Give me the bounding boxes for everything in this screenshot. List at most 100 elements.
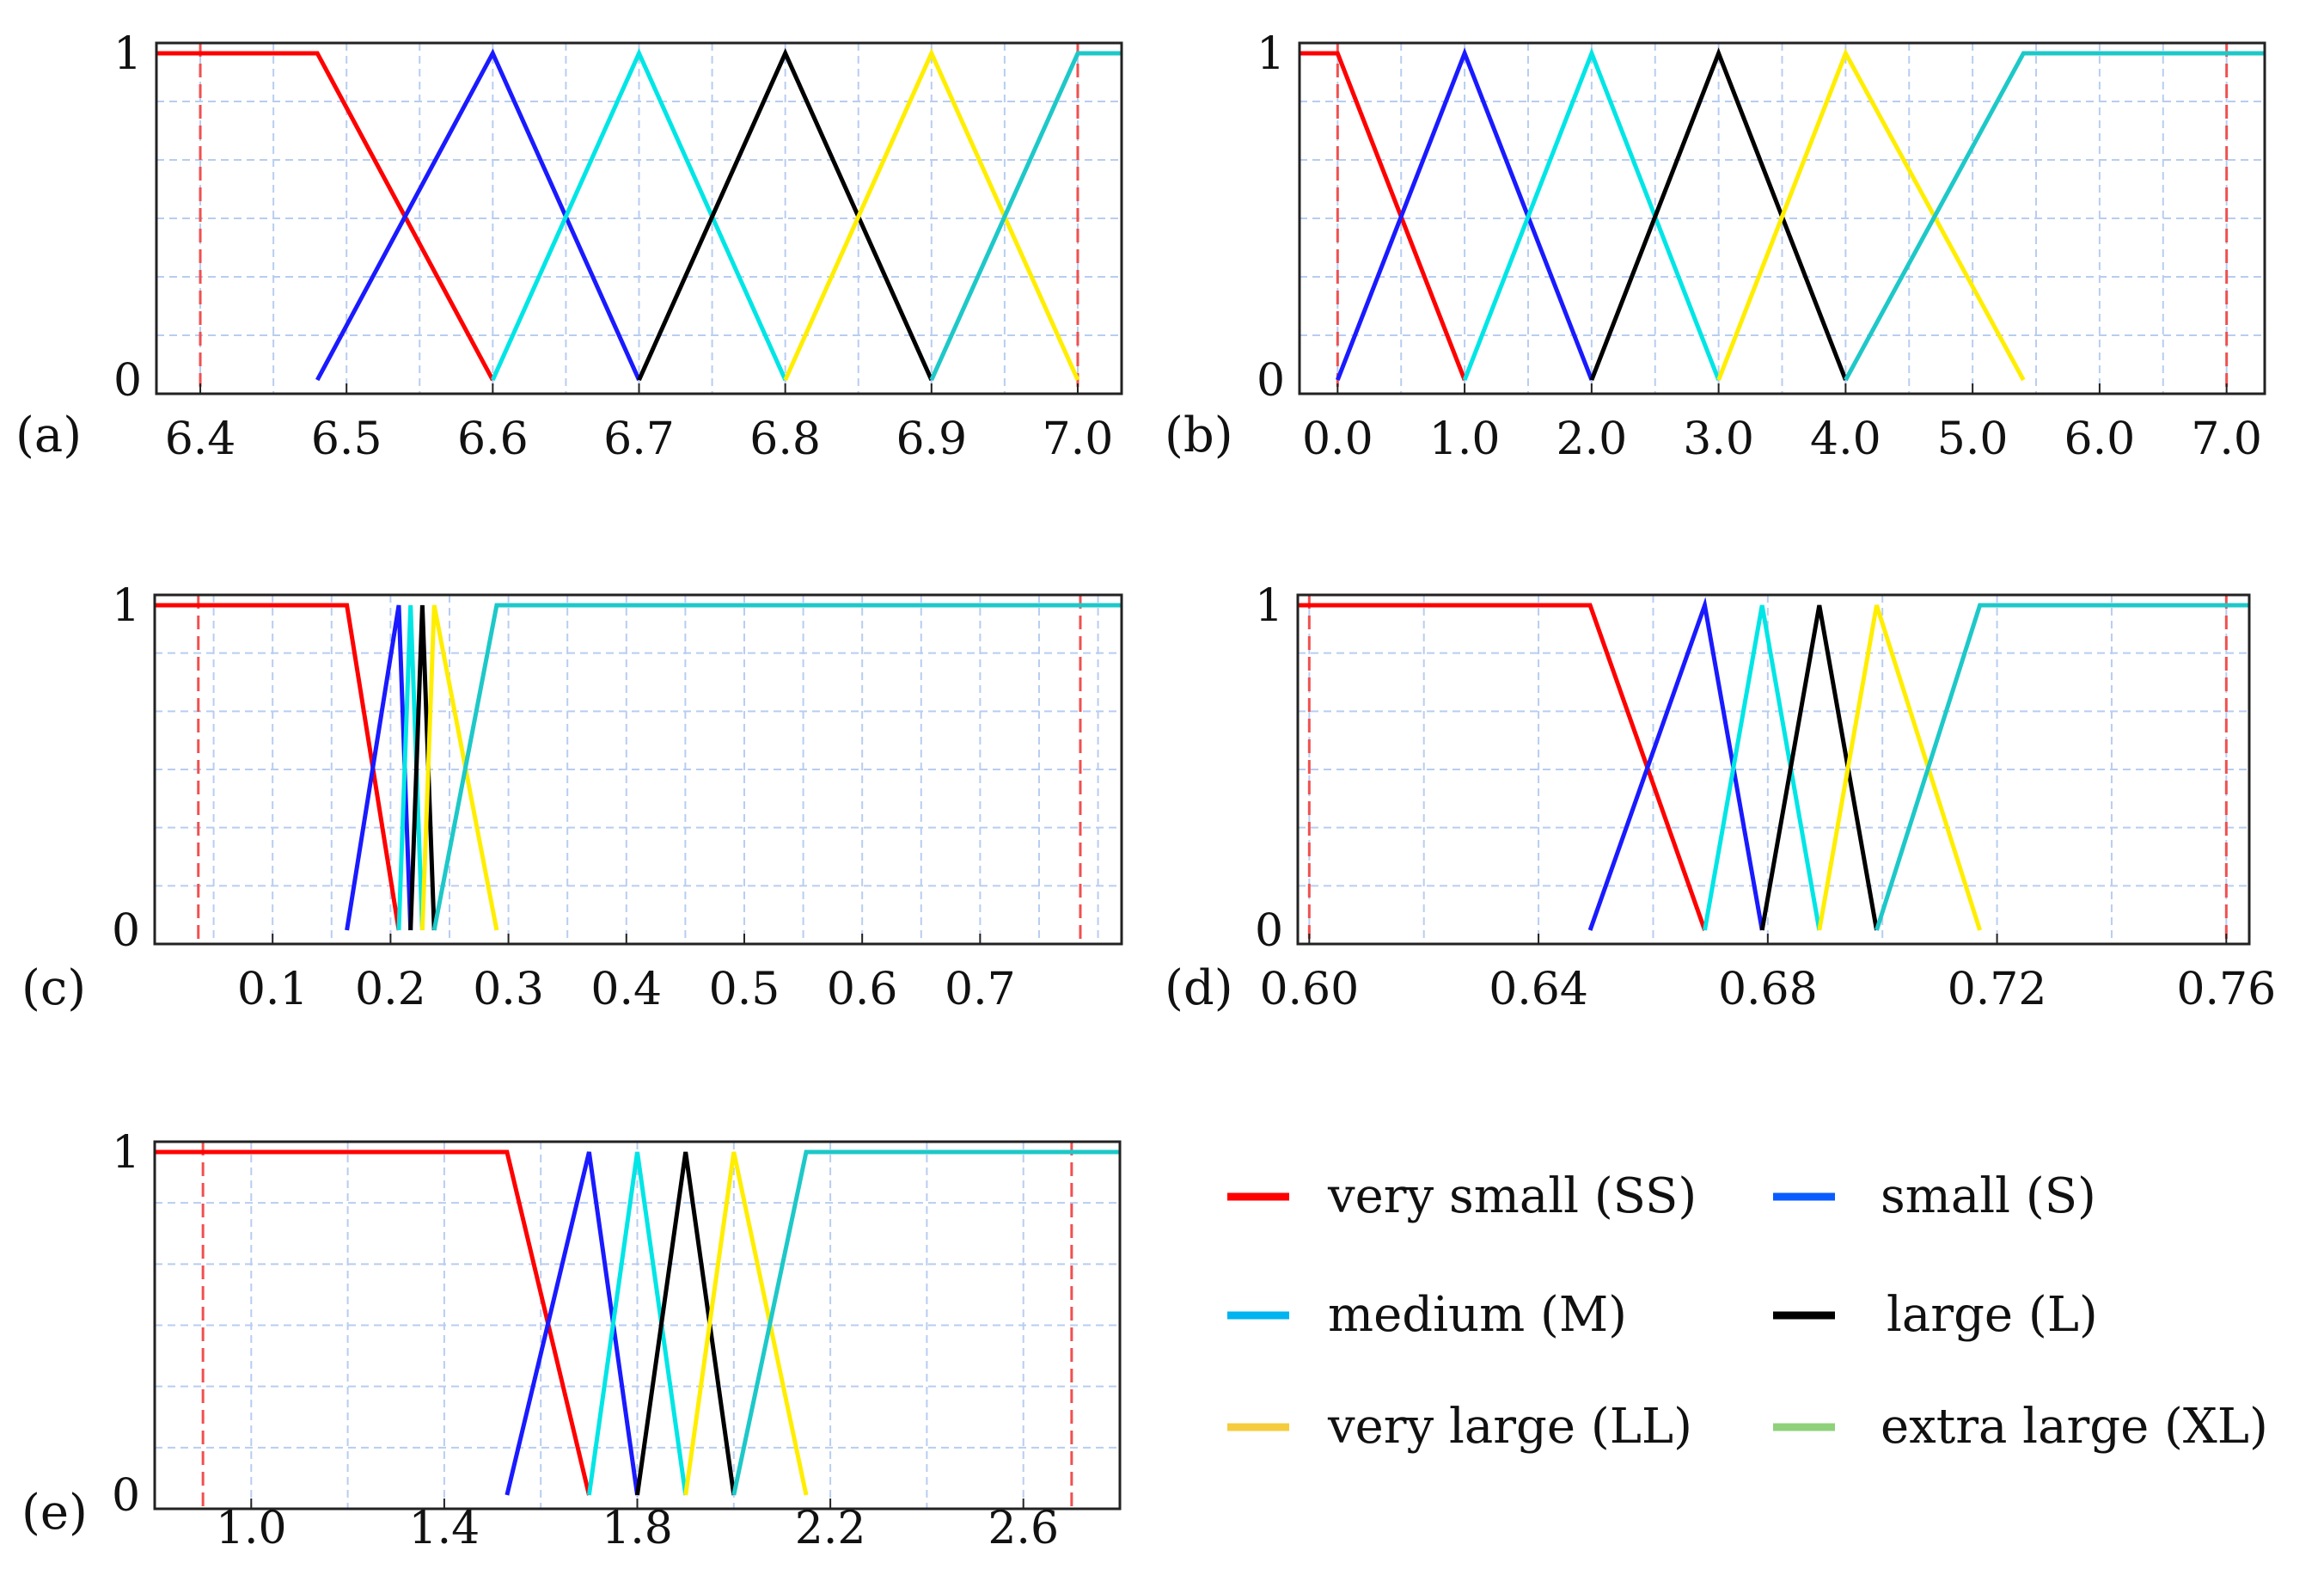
panel-c-xtick-label: 0.3 (473, 964, 544, 1015)
panel-a-series-very-small (156, 51, 495, 382)
legend-label-small: small (S) (1881, 1168, 2096, 1224)
legend-item-extra-large: extra large (XL) (1773, 1399, 2268, 1455)
panel-b-series-very-large (1716, 48, 2026, 382)
panel-c-frame (153, 593, 1123, 946)
panel-c-xtick-label: 0.7 (945, 964, 1016, 1015)
panel-b-series-extra-large (1844, 51, 2265, 382)
panel-a-xtick-label: 6.8 (749, 414, 821, 465)
panel-e-series-extra-large (731, 1149, 1120, 1496)
panel-c-xtick-label: 0.5 (709, 964, 780, 1015)
panel-c-xtick-label: 0.2 (355, 964, 426, 1015)
panel-c-series-extra-large (431, 603, 1122, 931)
panel-a-ytick-1: 1 (113, 28, 142, 80)
legend-label-very-small: very small (SS) (1327, 1168, 1697, 1224)
panel-e-grid (155, 1142, 1120, 1509)
panel-c-series-very-small (155, 603, 401, 931)
panel-c-grid (155, 595, 1122, 944)
panel-a-ytick-0: 0 (113, 355, 142, 407)
panel-d-label: (d) (1165, 960, 1233, 1016)
panel-d-series-very-small (1298, 603, 1707, 931)
legend-label-large: large (L) (1887, 1287, 2098, 1343)
panel-d: 1 0 0.60 0.64 0.68 0.72 0.76 (d) (1165, 580, 2276, 1016)
legend: very small (SS) small (S) medium (M) lar… (1227, 1168, 2268, 1455)
panel-e-label: (e) (21, 1485, 88, 1541)
legend-item-small: small (S) (1773, 1168, 2096, 1224)
panel-a-series-small (315, 48, 641, 382)
panel-d-xtick-label: 0.60 (1259, 964, 1359, 1015)
panel-e-series-large (635, 1151, 737, 1496)
panel-a-series-extra-large (929, 51, 1122, 382)
panel-a-series-very-large (783, 47, 1080, 382)
panel-b-xtick-label: 6.0 (2064, 414, 2136, 465)
panel-c-ytick-0: 0 (112, 905, 140, 957)
panel-b-series-medium (1462, 47, 1721, 381)
legend-item-very-large: very large (LL) (1227, 1399, 1692, 1455)
panel-b-series-very-small (1300, 51, 1467, 381)
panel-b: 1 0 0.0 1.0 2.0 3.0 4.0 5.0 6.0 7.0 (b) (1165, 28, 2266, 465)
panel-c-label: (c) (21, 960, 86, 1016)
panel-c-series-small (345, 604, 413, 931)
panel-d-series-large (1759, 604, 1879, 931)
legend-label-very-large: very large (LL) (1327, 1399, 1692, 1455)
panel-b-xtick-label: 2.0 (1556, 414, 1628, 465)
panel-d-series-medium (1703, 604, 1822, 931)
panel-b-xtick-label: 7.0 (2191, 414, 2262, 465)
panel-a-xtick-label: 6.4 (165, 414, 236, 465)
panel-b-series-small (1335, 47, 1594, 381)
panel-d-series-very-large (1817, 604, 1982, 931)
panel-e-series-medium (586, 1151, 688, 1496)
panel-a-grid (156, 43, 1122, 394)
panel-c-series-large (408, 604, 437, 931)
panel-c: 1 0 0.1 0.2 0.3 0.4 0.5 0.6 0.7 (c) (21, 580, 1123, 1016)
panel-b-ytick-1: 1 (1257, 28, 1285, 80)
panel-a-series-large (637, 47, 934, 382)
panel-e-xtick-label: 1.0 (216, 1503, 287, 1554)
legend-item-medium: medium (M) (1227, 1287, 1627, 1343)
panel-d-xtick-label: 0.64 (1489, 964, 1588, 1015)
panel-c-xtick-label: 0.1 (237, 964, 309, 1015)
panel-b-xtick-label: 3.0 (1683, 414, 1754, 465)
panel-c-xtick-label: 0.4 (590, 964, 662, 1015)
panel-e-series-small (505, 1151, 639, 1496)
panel-b-xtick-label: 4.0 (1810, 414, 1881, 465)
panel-d-series-small (1587, 597, 1764, 931)
panel-d-series-extra-large (1874, 603, 2249, 931)
panel-a: 1 0 6.4 6.5 6.6 6.7 6.8 6.9 7.0 (a) (15, 28, 1123, 465)
panel-b-xtick-label: 1.0 (1429, 414, 1501, 465)
panel-a-xtick-label: 6.7 (603, 414, 675, 465)
panel-d-xtick-label: 0.68 (1718, 964, 1818, 1015)
panel-a-series-medium (491, 47, 787, 382)
panel-e-series-very-small (155, 1149, 591, 1496)
panel-e-xtick-label: 1.8 (602, 1503, 673, 1554)
panel-b-series-large (1589, 47, 1848, 381)
legend-item-large: large (L) (1773, 1287, 2098, 1343)
panel-c-series-very-large (419, 604, 499, 931)
panel-d-ytick-1: 1 (1255, 580, 1283, 632)
panel-b-xtick-label: 0.0 (1302, 414, 1373, 465)
panel-e-xtick-label: 2.6 (988, 1503, 1059, 1554)
legend-label-extra-large: extra large (XL) (1881, 1399, 2268, 1455)
panel-e-xtick-label: 1.4 (409, 1503, 480, 1554)
panel-e: 1 0 1.0 1.4 1.8 2.2 2.6 (e) (21, 1127, 1122, 1554)
panel-b-label: (b) (1165, 408, 1233, 463)
panel-c-ytick-1: 1 (112, 580, 140, 632)
panel-d-xtick-label: 0.72 (1948, 964, 2047, 1015)
legend-label-medium: medium (M) (1328, 1287, 1627, 1343)
panel-a-xtick-label: 6.6 (457, 414, 529, 465)
panel-e-xtick-label: 2.2 (795, 1503, 866, 1554)
panel-a-label: (a) (15, 408, 82, 463)
panel-b-xtick-label: 5.0 (1937, 414, 2009, 465)
panel-e-ytick-1: 1 (112, 1127, 140, 1179)
panel-b-ytick-0: 0 (1257, 355, 1285, 407)
panel-d-frame (1296, 593, 2251, 946)
panel-d-xtick-label: 0.76 (2176, 964, 2276, 1015)
panel-a-xtick-label: 7.0 (1043, 414, 1114, 465)
panel-d-grid (1298, 595, 2249, 944)
legend-item-very-small: very small (SS) (1227, 1168, 1697, 1224)
panel-b-frame (1298, 41, 2266, 395)
panel-c-series-medium (396, 604, 425, 931)
panel-d-ytick-0: 0 (1255, 905, 1283, 957)
panel-e-ytick-0: 0 (112, 1470, 140, 1522)
panel-a-xtick-label: 6.9 (896, 414, 967, 465)
